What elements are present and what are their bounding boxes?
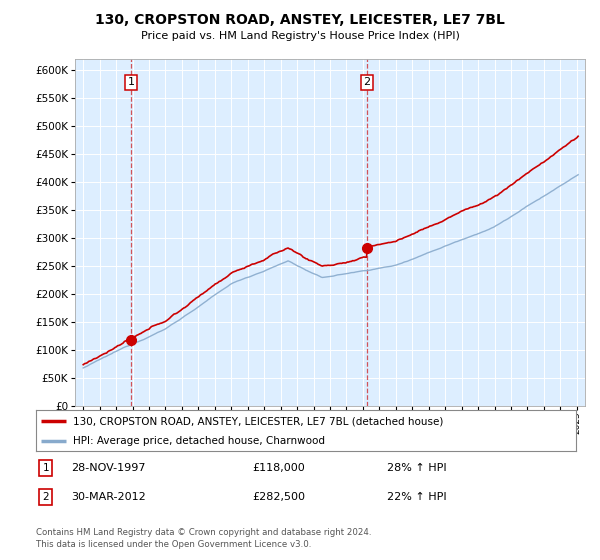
Text: £282,500: £282,500 xyxy=(252,492,305,502)
Text: 1: 1 xyxy=(128,77,134,87)
Text: 2: 2 xyxy=(43,492,49,502)
Text: 2: 2 xyxy=(363,77,370,87)
Text: £118,000: £118,000 xyxy=(252,463,305,473)
Text: 130, CROPSTON ROAD, ANSTEY, LEICESTER, LE7 7BL (detached house): 130, CROPSTON ROAD, ANSTEY, LEICESTER, L… xyxy=(73,417,443,426)
Text: Price paid vs. HM Land Registry's House Price Index (HPI): Price paid vs. HM Land Registry's House … xyxy=(140,31,460,41)
Text: 130, CROPSTON ROAD, ANSTEY, LEICESTER, LE7 7BL: 130, CROPSTON ROAD, ANSTEY, LEICESTER, L… xyxy=(95,13,505,27)
Text: 28% ↑ HPI: 28% ↑ HPI xyxy=(387,463,446,473)
Text: Contains HM Land Registry data © Crown copyright and database right 2024.
This d: Contains HM Land Registry data © Crown c… xyxy=(36,528,371,549)
Text: 22% ↑ HPI: 22% ↑ HPI xyxy=(387,492,446,502)
Text: HPI: Average price, detached house, Charnwood: HPI: Average price, detached house, Char… xyxy=(73,436,325,446)
Text: 30-MAR-2012: 30-MAR-2012 xyxy=(71,492,146,502)
Text: 28-NOV-1997: 28-NOV-1997 xyxy=(71,463,146,473)
Text: 1: 1 xyxy=(43,463,49,473)
